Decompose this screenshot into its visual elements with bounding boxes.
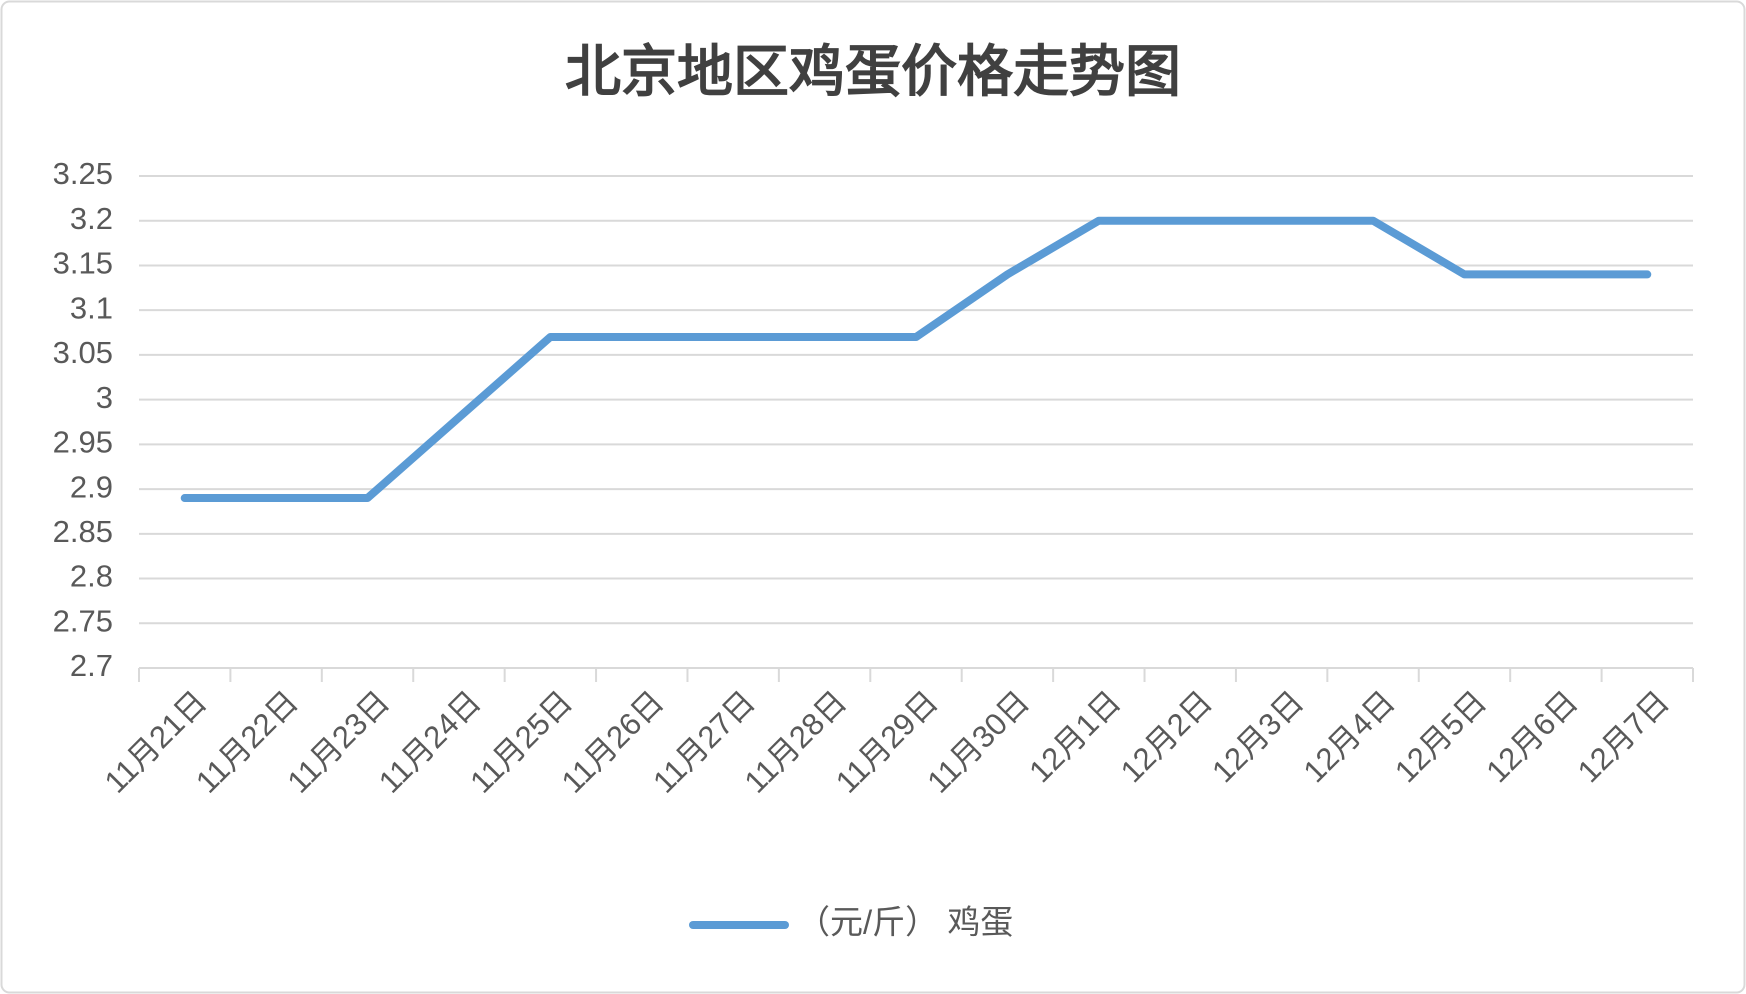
y-tick-label: 2.95 [53, 425, 113, 460]
y-tick-label: 2.8 [70, 559, 113, 594]
legend-label: （元/斤） 鸡蛋 [797, 904, 1013, 941]
y-tick-label: 3.05 [53, 335, 113, 370]
y-tick-label: 3.15 [53, 246, 113, 281]
y-tick-label: 2.7 [70, 648, 113, 683]
y-tick-label: 2.85 [53, 514, 113, 549]
line-series [180, 216, 1652, 503]
chart-title: 北京地区鸡蛋价格走势图 [565, 40, 1181, 103]
y-tick-label: 2.75 [53, 603, 113, 638]
y-tick-label: 2.9 [70, 469, 113, 504]
y-tick-label: 3.2 [70, 201, 113, 236]
y-tick-label: 3.1 [70, 290, 113, 325]
y-tick-label: 3.25 [53, 156, 113, 191]
y-tick-label: 3 [96, 380, 113, 415]
